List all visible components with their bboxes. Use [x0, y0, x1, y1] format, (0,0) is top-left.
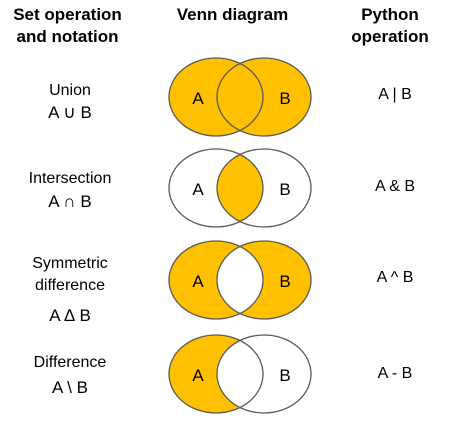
- row-union-name: Union: [49, 82, 91, 99]
- venn-intersection-circle-b: [216, 148, 312, 228]
- header-python-operation: Python operation: [351, 5, 429, 46]
- row-union-notation: A ∪ B: [48, 103, 92, 122]
- row-difference-name: Difference: [33, 354, 107, 371]
- venn-intersection-lens: [217, 149, 263, 227]
- venn-symdiff-lens: [217, 241, 263, 319]
- venn-difference-label-b: B: [279, 366, 290, 385]
- venn-union-label-a: A: [192, 89, 204, 108]
- venn-union-label-b: B: [279, 89, 290, 108]
- venn-union: A B: [168, 57, 312, 137]
- venn-difference-circle-b: [216, 334, 312, 414]
- row-intersection-name: Intersection: [28, 170, 112, 187]
- row-symdiff-python: A ^ B: [376, 269, 414, 286]
- venn-intersection-circle-a: [168, 148, 264, 228]
- row-intersection-notation: A ∩ B: [48, 192, 92, 211]
- venn-intersection-label-b: B: [279, 180, 290, 199]
- venn-intersection: A B: [168, 148, 312, 228]
- venn-symmetric-difference: A B: [168, 240, 312, 320]
- venn-difference-lens: [217, 335, 263, 413]
- row-symdiff-notation: A ∆ B: [49, 306, 91, 325]
- row-union-python: A | B: [378, 86, 412, 103]
- venn-intersection-label-a: A: [192, 180, 204, 199]
- header-venn-diagram: Venn diagram: [176, 5, 289, 24]
- row-symdiff-name-line1: Symmetric: [32, 255, 108, 272]
- header-set-operation: Set operation and notation: [13, 5, 122, 46]
- row-intersection-python: A & B: [374, 178, 416, 195]
- venn-difference-label-a: A: [192, 366, 204, 385]
- venn-difference: A B: [168, 334, 312, 414]
- venn-symdiff-label-b: B: [279, 272, 290, 291]
- row-symdiff-name-line2: difference: [35, 277, 105, 294]
- venn-symdiff-label-a: A: [192, 272, 204, 291]
- row-difference-notation: A \ B: [52, 378, 88, 397]
- venn-union-circle-b: [217, 58, 311, 136]
- row-difference-python: A - B: [377, 365, 413, 382]
